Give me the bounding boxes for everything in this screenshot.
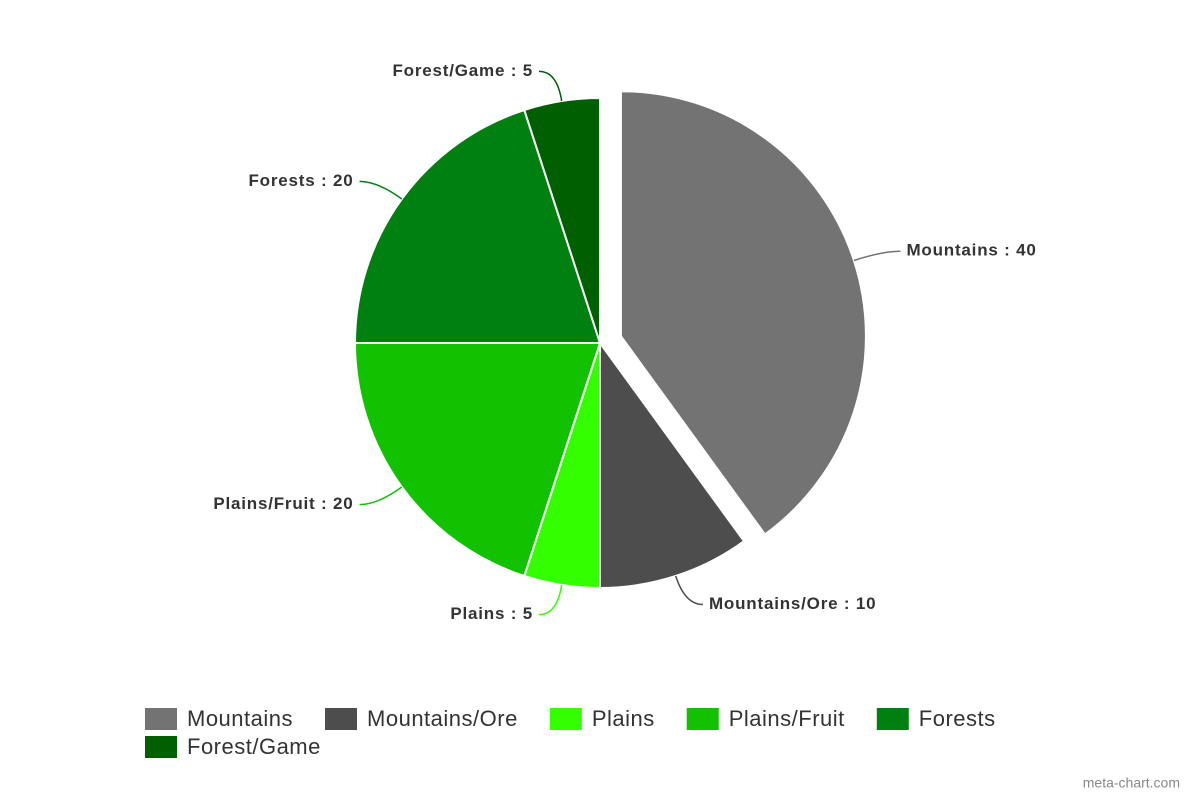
legend-label: Plains	[592, 706, 655, 731]
legend-label: Plains/Fruit	[729, 706, 845, 731]
credit: meta-chart.com	[1083, 775, 1180, 791]
legend-swatch	[686, 708, 719, 730]
legend-swatch	[876, 708, 909, 730]
legend-label: Forests	[919, 706, 996, 731]
legend-swatch	[145, 736, 177, 758]
connector	[359, 486, 403, 506]
legend-swatch	[325, 708, 358, 730]
legend-item[interactable]: Forest/Game	[145, 734, 321, 759]
legend-label: Forest/Game	[187, 734, 321, 759]
data-label: Forests : 20	[248, 171, 353, 190]
connector	[359, 180, 403, 200]
data-label: Plains/Fruit : 20	[213, 494, 353, 513]
pie-slice	[599, 339, 746, 590]
legend-swatch	[145, 708, 177, 730]
connector	[538, 584, 563, 616]
legend-item[interactable]: Plains/Fruit	[686, 706, 845, 731]
legend-item[interactable]: Forests	[876, 706, 996, 731]
data-label: Mountains/Ore : 10	[709, 594, 876, 613]
data-label: Mountains : 40	[906, 241, 1036, 260]
connector	[674, 575, 704, 606]
data-label: Forest/Game : 5	[392, 61, 533, 80]
connector	[538, 70, 563, 102]
legend-label: Mountains	[187, 706, 293, 731]
legend-item[interactable]: Mountains	[145, 706, 293, 731]
legend-item[interactable]: Mountains/Ore	[325, 706, 518, 731]
legend-item[interactable]: Plains	[549, 706, 655, 731]
legend-swatch	[549, 708, 582, 730]
legend-label: Mountains/Ore	[367, 706, 518, 731]
data-label: Plains : 5	[450, 604, 533, 623]
connector	[853, 250, 901, 262]
